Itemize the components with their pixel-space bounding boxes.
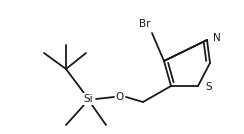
Text: Br: Br: [139, 19, 150, 29]
Text: Si: Si: [83, 94, 93, 104]
Text: O: O: [116, 92, 124, 102]
Text: N: N: [213, 33, 221, 43]
Text: S: S: [205, 82, 212, 92]
